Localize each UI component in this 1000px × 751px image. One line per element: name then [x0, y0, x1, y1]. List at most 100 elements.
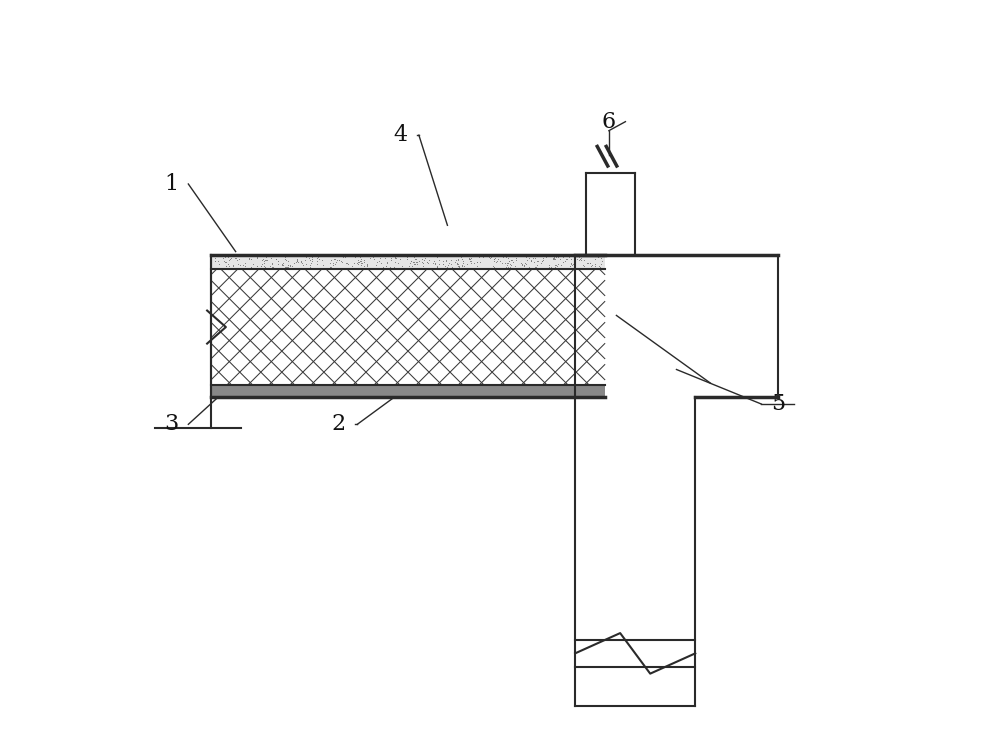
Point: [251, 261, 267, 273]
Point: [362, 252, 378, 264]
Point: [365, 251, 381, 263]
Point: [217, 256, 233, 268]
Point: [495, 251, 511, 263]
Point: [275, 257, 291, 269]
Bar: [211, 255, 605, 269]
Point: [594, 255, 610, 267]
Point: [256, 260, 272, 272]
Point: [563, 257, 579, 269]
Point: [253, 261, 269, 273]
Point: [297, 254, 313, 266]
Point: [338, 257, 354, 269]
Point: [583, 261, 599, 273]
Point: [264, 261, 280, 273]
Point: [525, 252, 541, 264]
Point: [431, 258, 447, 270]
Point: [565, 258, 581, 270]
Point: [334, 256, 350, 268]
Point: [262, 260, 278, 272]
Point: [325, 259, 341, 271]
Point: [359, 260, 375, 272]
Point: [463, 252, 479, 264]
Point: [455, 257, 471, 269]
Point: [547, 261, 563, 273]
Point: [406, 261, 422, 273]
Point: [502, 261, 518, 273]
Point: [302, 259, 318, 271]
Point: [508, 255, 524, 267]
Point: [503, 254, 519, 266]
Point: [440, 259, 456, 271]
Point: [593, 252, 609, 264]
Point: [547, 253, 563, 265]
Point: [502, 258, 518, 270]
Point: [277, 252, 293, 264]
Point: [258, 254, 274, 266]
Point: [383, 255, 399, 267]
Point: [558, 253, 574, 265]
Point: [563, 253, 579, 265]
Point: [587, 253, 603, 265]
Point: [403, 255, 419, 267]
Point: [213, 262, 229, 274]
Point: [225, 260, 241, 272]
Point: [429, 260, 445, 272]
Text: 4: 4: [394, 124, 408, 146]
Point: [232, 259, 248, 271]
Point: [270, 255, 286, 267]
Point: [275, 258, 291, 270]
Point: [447, 256, 463, 268]
Point: [409, 256, 425, 268]
Point: [257, 261, 273, 273]
Point: [277, 253, 293, 265]
Point: [483, 251, 499, 263]
Point: [508, 252, 524, 264]
Point: [258, 252, 274, 264]
Point: [225, 259, 241, 271]
Point: [538, 251, 554, 263]
Point: [468, 262, 484, 274]
Point: [322, 261, 338, 273]
Point: [314, 255, 330, 267]
Point: [529, 255, 545, 267]
Point: [331, 255, 347, 267]
Point: [534, 255, 550, 267]
Point: [227, 252, 243, 264]
Point: [331, 254, 347, 266]
Point: [573, 254, 589, 266]
Point: [337, 252, 353, 264]
Point: [545, 253, 561, 265]
Point: [335, 251, 351, 263]
Point: [309, 258, 325, 270]
Bar: [211, 385, 605, 397]
Point: [518, 261, 534, 273]
Point: [580, 257, 596, 269]
Point: [587, 258, 603, 270]
Point: [350, 256, 366, 268]
Point: [387, 252, 403, 264]
Point: [284, 260, 300, 272]
Point: [438, 255, 454, 267]
Point: [333, 255, 349, 267]
Point: [519, 255, 535, 267]
Point: [536, 261, 552, 273]
Point: [249, 252, 265, 264]
Point: [505, 256, 521, 268]
Point: [449, 258, 465, 270]
Point: [415, 260, 431, 272]
Point: [548, 259, 564, 271]
Point: [429, 261, 445, 273]
Point: [456, 261, 472, 273]
Point: [546, 253, 562, 265]
Point: [523, 255, 539, 267]
Point: [459, 258, 475, 270]
Point: [353, 253, 369, 265]
Point: [406, 258, 422, 270]
Point: [514, 259, 530, 271]
Point: [231, 253, 247, 265]
Point: [435, 255, 451, 267]
Point: [218, 261, 234, 273]
Point: [562, 262, 578, 274]
Point: [274, 258, 290, 270]
Point: [489, 255, 505, 267]
